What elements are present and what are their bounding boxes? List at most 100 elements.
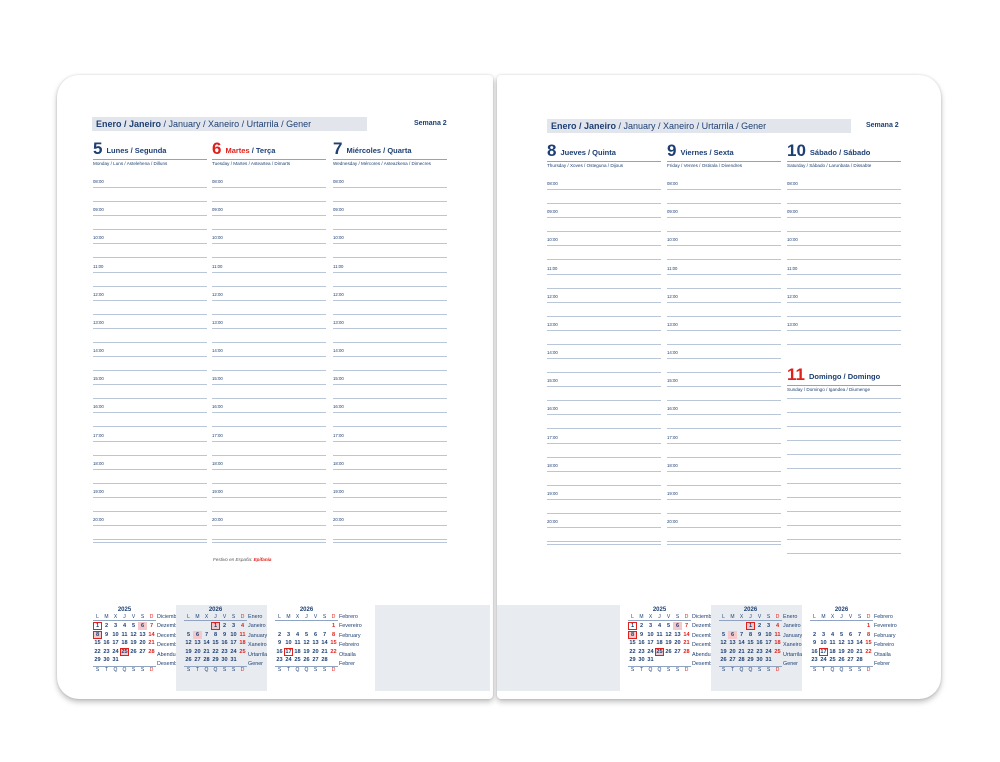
- half-hour-line[interactable]: [547, 287, 661, 289]
- extra-line[interactable]: [667, 544, 781, 546]
- half-hour-line[interactable]: [212, 510, 326, 512]
- time-slot-line[interactable]: [547, 301, 661, 303]
- half-hour-line[interactable]: [93, 257, 207, 259]
- half-hour-line[interactable]: [547, 315, 661, 317]
- sunday-line[interactable]: [787, 524, 901, 526]
- half-hour-line[interactable]: [212, 285, 326, 287]
- sunday-line[interactable]: [787, 553, 901, 554]
- half-hour-line[interactable]: [547, 372, 661, 374]
- half-hour-line[interactable]: [93, 370, 207, 372]
- half-hour-line[interactable]: [93, 201, 207, 202]
- time-slot-line[interactable]: [333, 384, 447, 386]
- time-slot-line[interactable]: [667, 358, 781, 360]
- sunday-line[interactable]: [787, 440, 901, 442]
- half-hour-line[interactable]: [333, 313, 447, 315]
- time-slot-line[interactable]: [212, 327, 326, 329]
- half-hour-line[interactable]: [667, 259, 781, 261]
- time-slot-line[interactable]: [667, 498, 781, 500]
- half-hour-line[interactable]: [667, 315, 781, 317]
- time-slot-line[interactable]: [93, 271, 207, 273]
- time-slot-line[interactable]: [333, 243, 447, 245]
- sunday-line[interactable]: [787, 482, 901, 484]
- time-slot-line[interactable]: [547, 498, 661, 500]
- sunday-line[interactable]: [787, 398, 901, 399]
- sunday-line[interactable]: [787, 454, 901, 456]
- half-hour-line[interactable]: [667, 456, 781, 458]
- half-hour-line[interactable]: [547, 541, 661, 543]
- time-slot-line[interactable]: [667, 442, 781, 444]
- time-slot-line[interactable]: [212, 299, 326, 301]
- half-hour-line[interactable]: [787, 203, 901, 204]
- half-hour-line[interactable]: [667, 231, 781, 233]
- half-hour-line[interactable]: [93, 285, 207, 287]
- half-hour-line[interactable]: [333, 539, 447, 541]
- half-hour-line[interactable]: [212, 313, 326, 315]
- time-slot-line[interactable]: [212, 215, 326, 217]
- half-hour-line[interactable]: [667, 372, 781, 374]
- half-hour-line[interactable]: [667, 541, 781, 543]
- time-slot-line[interactable]: [93, 243, 207, 245]
- time-slot-line[interactable]: [547, 273, 661, 275]
- half-hour-line[interactable]: [333, 370, 447, 372]
- half-hour-line[interactable]: [212, 454, 326, 456]
- sunday-line[interactable]: [787, 510, 901, 512]
- time-slot-line[interactable]: [212, 356, 326, 358]
- half-hour-line[interactable]: [787, 343, 901, 345]
- half-hour-line[interactable]: [333, 426, 447, 428]
- time-slot-line[interactable]: [333, 215, 447, 217]
- extra-line[interactable]: [212, 542, 326, 544]
- time-slot-line[interactable]: [547, 442, 661, 444]
- time-slot-line[interactable]: [667, 301, 781, 303]
- half-hour-line[interactable]: [333, 510, 447, 512]
- half-hour-line[interactable]: [547, 259, 661, 261]
- time-slot-line[interactable]: [787, 217, 901, 219]
- time-slot-line[interactable]: [547, 527, 661, 529]
- half-hour-line[interactable]: [212, 398, 326, 400]
- time-slot-line[interactable]: [333, 271, 447, 273]
- half-hour-line[interactable]: [333, 398, 447, 400]
- half-hour-line[interactable]: [333, 454, 447, 456]
- half-hour-line[interactable]: [212, 341, 326, 343]
- time-slot-line[interactable]: [93, 384, 207, 386]
- half-hour-line[interactable]: [333, 285, 447, 287]
- half-hour-line[interactable]: [787, 287, 901, 289]
- half-hour-line[interactable]: [93, 313, 207, 315]
- time-slot-line[interactable]: [212, 525, 326, 527]
- time-slot-line[interactable]: [667, 386, 781, 388]
- time-slot-line[interactable]: [547, 470, 661, 472]
- half-hour-line[interactable]: [547, 428, 661, 430]
- sunday-line[interactable]: [787, 539, 901, 540]
- half-hour-line[interactable]: [212, 257, 326, 259]
- time-slot-line[interactable]: [212, 496, 326, 498]
- time-slot-line[interactable]: [333, 468, 447, 470]
- time-slot-line[interactable]: [333, 496, 447, 498]
- time-slot-line[interactable]: [547, 358, 661, 360]
- half-hour-line[interactable]: [547, 203, 661, 204]
- half-hour-line[interactable]: [93, 398, 207, 400]
- time-slot-line[interactable]: [667, 189, 781, 190]
- half-hour-line[interactable]: [667, 512, 781, 514]
- time-slot-line[interactable]: [547, 386, 661, 388]
- half-hour-line[interactable]: [212, 539, 326, 541]
- half-hour-line[interactable]: [667, 428, 781, 430]
- half-hour-line[interactable]: [212, 482, 326, 484]
- time-slot-line[interactable]: [547, 245, 661, 247]
- time-slot-line[interactable]: [333, 299, 447, 301]
- half-hour-line[interactable]: [547, 456, 661, 458]
- half-hour-line[interactable]: [93, 229, 207, 231]
- time-slot-line[interactable]: [93, 496, 207, 498]
- half-hour-line[interactable]: [667, 400, 781, 402]
- time-slot-line[interactable]: [787, 301, 901, 303]
- time-slot-line[interactable]: [667, 414, 781, 416]
- half-hour-line[interactable]: [547, 231, 661, 233]
- half-hour-line[interactable]: [93, 510, 207, 512]
- sunday-line[interactable]: [787, 426, 901, 428]
- sunday-line[interactable]: [787, 468, 901, 470]
- time-slot-line[interactable]: [667, 470, 781, 472]
- time-slot-line[interactable]: [212, 271, 326, 273]
- time-slot-line[interactable]: [667, 273, 781, 275]
- half-hour-line[interactable]: [212, 426, 326, 428]
- half-hour-line[interactable]: [93, 426, 207, 428]
- half-hour-line[interactable]: [547, 400, 661, 402]
- half-hour-line[interactable]: [212, 370, 326, 372]
